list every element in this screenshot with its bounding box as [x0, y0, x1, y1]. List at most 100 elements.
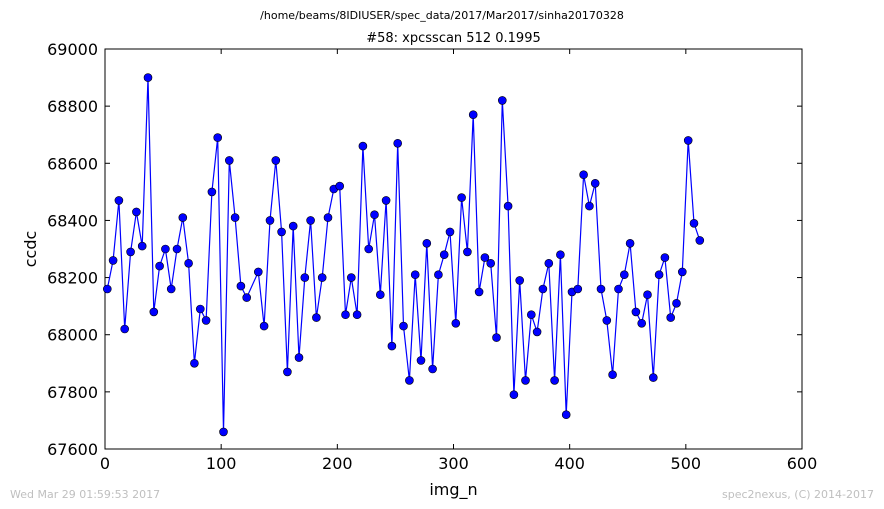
x-tick-label: 500 — [671, 454, 702, 473]
data-point — [108, 256, 118, 265]
data-point — [497, 96, 507, 105]
data-point — [434, 270, 443, 280]
data-point — [143, 73, 153, 82]
series-markers — [103, 73, 705, 437]
footer-credit: spec2nexus, (C) 2014-2017 — [722, 488, 874, 501]
data-point — [428, 364, 437, 374]
y-tick-label: 67800 — [47, 383, 98, 402]
data-point — [526, 310, 536, 320]
data-point — [126, 247, 135, 257]
data-point — [335, 181, 345, 191]
data-point — [648, 373, 658, 382]
data-point — [515, 276, 525, 285]
y-tick-label: 68800 — [47, 97, 98, 116]
data-point — [550, 376, 559, 385]
data-point — [486, 258, 496, 268]
plot-frame — [104, 48, 803, 450]
data-point — [352, 310, 362, 320]
data-point — [544, 258, 554, 268]
data-point — [253, 267, 263, 277]
data-point — [666, 313, 676, 322]
data-point — [439, 250, 449, 259]
data-point — [341, 310, 350, 320]
data-point — [132, 207, 141, 217]
data-point — [114, 196, 124, 205]
data-point — [625, 239, 635, 248]
data-point — [596, 284, 606, 294]
data-point — [230, 213, 240, 222]
data-point — [277, 227, 286, 237]
footer-timestamp: Wed Mar 29 01:59:53 2017 — [10, 488, 161, 501]
data-point — [259, 321, 269, 331]
x-tick-label: 300 — [438, 454, 469, 473]
data-point — [393, 139, 403, 148]
data-point — [631, 307, 641, 317]
data-point — [619, 270, 629, 280]
data-point — [265, 216, 275, 225]
axis-ticks — [104, 48, 803, 450]
data-point — [364, 244, 374, 254]
x-axis-label: img_n — [429, 480, 477, 500]
data-point — [521, 376, 530, 385]
axis-tick-labels: 0 100 200 300 400 500 600 67600 67800 68000 68200 6… — [47, 40, 817, 473]
data-point — [695, 236, 705, 245]
x-tick-label: 0 — [100, 454, 110, 473]
y-tick-label: 68600 — [47, 154, 98, 173]
x-tick-label: 200 — [322, 454, 353, 473]
y-tick-label: 68200 — [47, 269, 98, 288]
data-point — [457, 193, 466, 202]
data-point — [608, 370, 617, 380]
data-point — [538, 284, 548, 294]
data-point — [561, 410, 571, 420]
data-point — [492, 333, 501, 342]
data-point — [683, 136, 693, 145]
data-point — [677, 267, 687, 277]
data-point — [410, 270, 420, 280]
data-point — [242, 293, 251, 302]
y-tick-label: 67600 — [47, 440, 98, 459]
y-tick-label: 69000 — [47, 40, 98, 59]
x-tick-label: 600 — [787, 454, 818, 473]
data-point — [585, 201, 594, 211]
data-point — [689, 219, 699, 228]
data-point — [370, 210, 379, 219]
data-point — [445, 227, 455, 237]
data-point — [637, 318, 647, 328]
data-point — [161, 244, 170, 254]
data-point — [219, 427, 228, 437]
data-point — [207, 187, 217, 197]
data-point — [288, 221, 298, 231]
figure-suptitle: /home/beams/8IDIUSER/spec_data/2017/Mar2… — [260, 9, 624, 22]
data-point — [172, 244, 182, 254]
data-point — [405, 376, 414, 385]
data-point — [509, 390, 519, 400]
data-point — [416, 356, 426, 365]
data-point — [312, 313, 321, 322]
chart-title: #58: xpcsscan 512 0.1995 — [366, 31, 541, 46]
x-tick-label: 400 — [554, 454, 585, 473]
data-point — [323, 213, 333, 222]
data-point — [579, 170, 588, 179]
data-point — [120, 324, 129, 334]
data-point — [463, 247, 472, 257]
data-point — [422, 239, 432, 248]
data-point — [590, 179, 600, 188]
data-point — [451, 318, 461, 328]
data-point — [532, 327, 542, 337]
y-tick-label: 68400 — [47, 211, 98, 230]
data-point — [660, 253, 670, 262]
data-point — [178, 213, 188, 222]
data-point — [358, 141, 368, 151]
data-point — [387, 341, 397, 351]
data-point — [614, 284, 623, 294]
data-point — [271, 156, 281, 165]
data-point — [654, 270, 664, 280]
data-point — [236, 281, 246, 291]
data-point — [672, 298, 681, 308]
data-point — [190, 358, 199, 368]
data-point — [556, 250, 565, 259]
data-point — [602, 316, 612, 325]
y-axis-label: ccdc — [21, 231, 40, 268]
data-point — [306, 216, 315, 225]
